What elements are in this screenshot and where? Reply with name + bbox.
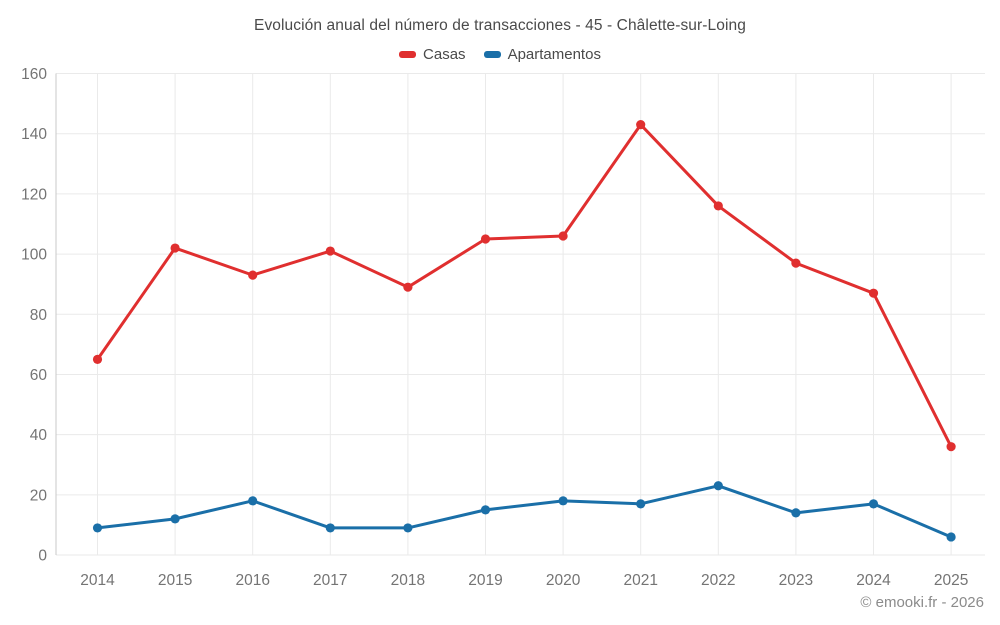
series-casas: [92, 120, 956, 452]
svg-text:160: 160: [21, 66, 47, 83]
svg-text:2019: 2019: [468, 572, 502, 589]
svg-text:2022: 2022: [701, 572, 735, 589]
legend-item-casas[interactable]: Casas: [399, 46, 466, 63]
y-axis: 0 20 40 60 80 100 120 140 160: [21, 66, 57, 565]
svg-text:2025: 2025: [934, 572, 968, 589]
svg-text:2024: 2024: [856, 572, 891, 589]
svg-text:100: 100: [21, 247, 47, 264]
svg-text:80: 80: [30, 307, 48, 324]
x-axis: 2014 2015 2016 2017 2018 2019 2020 2021 2022 2023…: [80, 572, 968, 589]
chart-title: Evolución anual del número de transaccio…: [254, 17, 746, 34]
svg-text:20: 20: [30, 487, 48, 504]
svg-text:2020: 2020: [546, 572, 581, 589]
svg-text:60: 60: [30, 367, 48, 384]
attribution-text: © emooki.fr - 2026: [860, 594, 984, 611]
legend-label-apartamentos: Apartamentos: [507, 46, 601, 63]
svg-text:2017: 2017: [313, 572, 347, 589]
svg-text:2016: 2016: [235, 572, 269, 589]
casas-series-swatch-icon: [399, 51, 417, 58]
svg-text:0: 0: [38, 548, 47, 565]
legend-item-apartamentos[interactable]: Apartamentos: [483, 46, 601, 63]
svg-text:140: 140: [21, 126, 47, 143]
gridlines: [56, 73, 985, 556]
svg-text:2014: 2014: [80, 572, 115, 589]
apartamentos-series-swatch-icon: [483, 51, 501, 58]
svg-text:2018: 2018: [391, 572, 425, 589]
svg-text:120: 120: [21, 186, 47, 203]
chart-legend: Casas Apartamentos: [0, 46, 1000, 63]
series-apartamentos: [92, 481, 956, 542]
svg-text:2015: 2015: [158, 572, 192, 589]
svg-text:2023: 2023: [779, 572, 813, 589]
svg-text:40: 40: [30, 427, 48, 444]
legend-label-casas: Casas: [423, 46, 466, 63]
svg-text:2021: 2021: [623, 572, 657, 589]
